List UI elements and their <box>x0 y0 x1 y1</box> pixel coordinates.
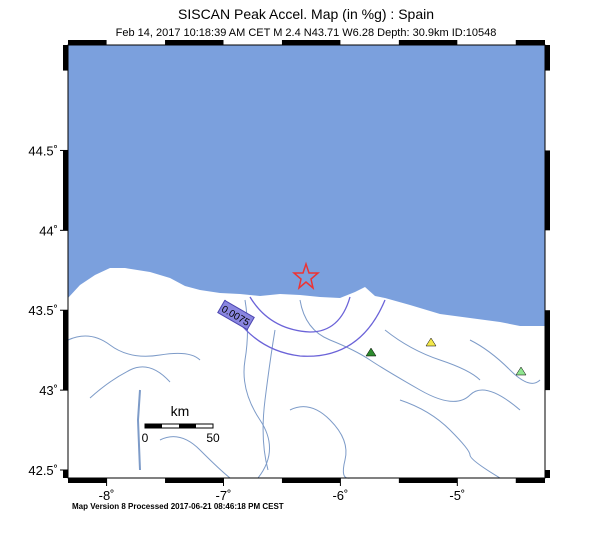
map-subtitle: Feb 14, 2017 10:18:39 AM CET M 2.4 N43.7… <box>116 27 497 39</box>
scale-start: 0 <box>142 431 149 445</box>
border-bar <box>165 40 224 45</box>
border-bar <box>63 45 68 71</box>
border-bar <box>398 478 458 483</box>
epicenter <box>291 261 321 291</box>
station <box>515 366 527 376</box>
border-bar <box>281 478 341 483</box>
station <box>425 337 437 347</box>
border-bar <box>63 150 68 231</box>
lat-tick-label: 43.5˚ <box>28 303 58 318</box>
map-title: SISCAN Peak Accel. Map (in %g) : Spain <box>178 6 434 22</box>
lon-tick-label: -8˚ <box>99 488 115 503</box>
border-bar <box>545 150 550 231</box>
contour-label-box <box>217 299 255 331</box>
border-bar <box>68 40 107 45</box>
border-bar <box>68 478 107 483</box>
lon-tick-label: -7˚ <box>216 488 232 503</box>
border-bar <box>398 40 458 45</box>
lat-tick-label: 44˚ <box>39 223 58 238</box>
lon-tick-label: -6˚ <box>332 488 348 503</box>
station <box>365 347 377 357</box>
rivers <box>67 299 541 479</box>
lat-tick-label: 44.5˚ <box>28 143 58 158</box>
border-bar <box>165 478 224 483</box>
lon-tick-label: -5˚ <box>449 488 465 503</box>
sea <box>68 45 545 326</box>
border-bar <box>545 470 550 478</box>
footer: Map Version 8 Processed 2017-06-21 08:46… <box>72 502 284 511</box>
lat-tick-label: 42.5˚ <box>28 463 58 478</box>
border-bar <box>63 310 68 391</box>
scale-end: 50 <box>206 431 220 445</box>
border-bar <box>545 310 550 391</box>
border-bar <box>63 470 68 478</box>
scale-unit: km <box>171 403 190 419</box>
border-bar <box>281 40 341 45</box>
border-bar <box>515 478 545 483</box>
border-bar <box>515 40 545 45</box>
lat-tick-label: 43˚ <box>39 383 58 398</box>
border-bar <box>545 45 550 71</box>
scale-bar: km 0 50 <box>142 403 220 445</box>
